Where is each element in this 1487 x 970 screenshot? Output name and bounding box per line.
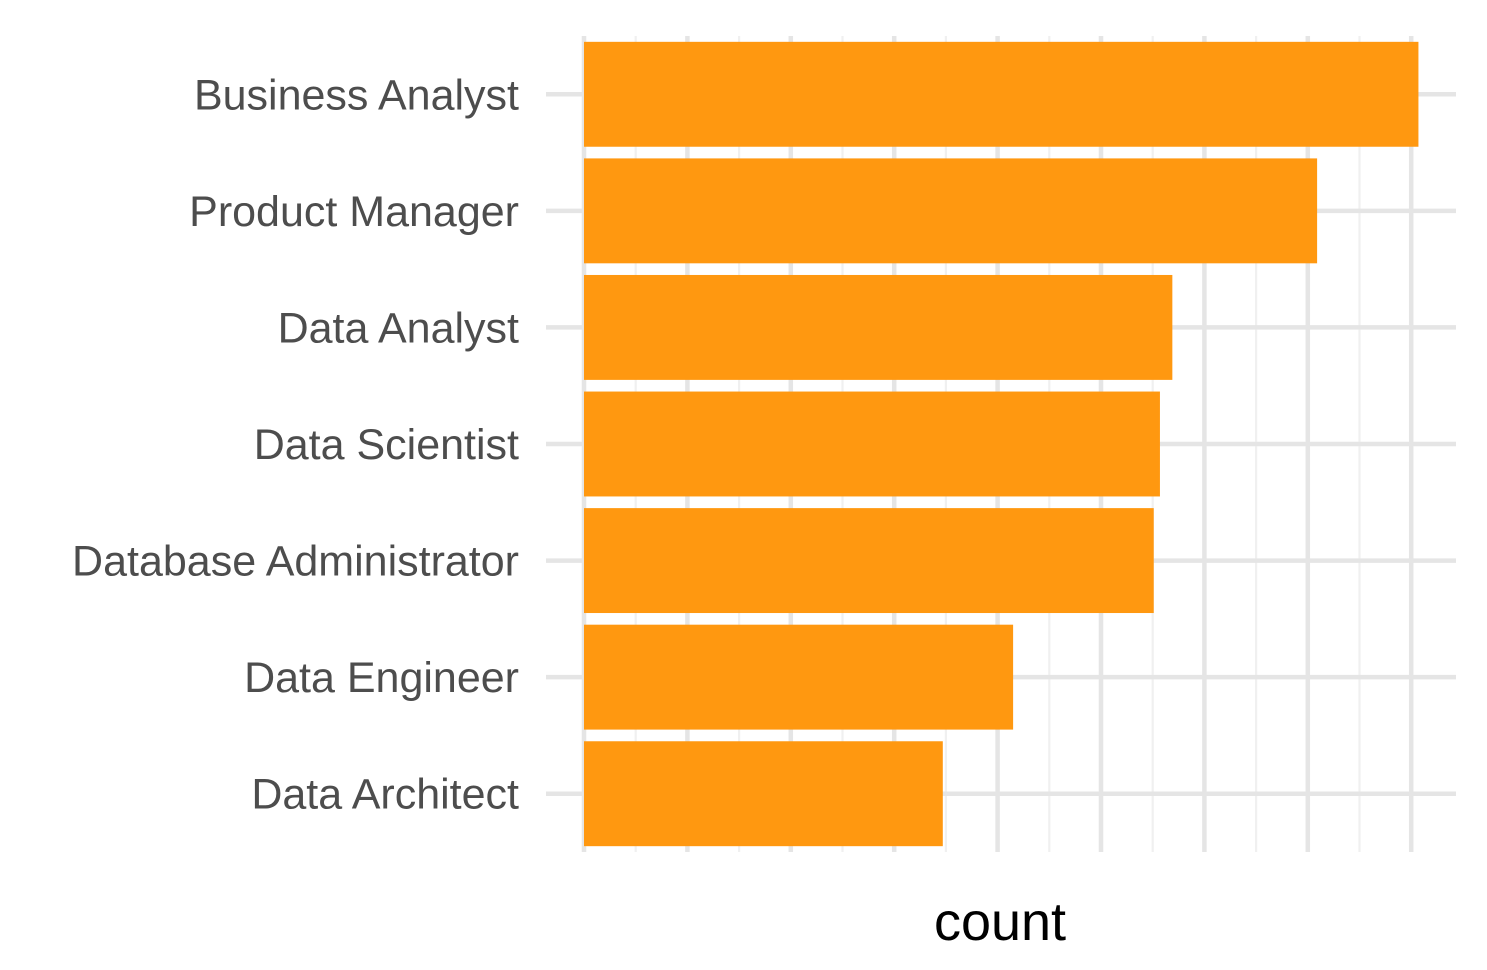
bar-database-administrator [584, 508, 1154, 614]
bar-data-engineer [584, 624, 1014, 730]
bar-data-analyst [584, 274, 1173, 380]
bar-data-architect [584, 741, 943, 847]
bars [584, 41, 1419, 847]
category-label: Data Architect [251, 771, 519, 819]
category-label: Data Analyst [278, 304, 519, 352]
bar-product-manager [584, 158, 1318, 264]
category-labels: Business Analyst Product Manager Data Anal… [72, 71, 519, 818]
category-label: Database Administrator [72, 538, 519, 586]
x-axis-title: count [934, 892, 1066, 952]
bar-data-scientist [584, 391, 1160, 497]
category-label: Product Manager [189, 188, 519, 236]
category-label: Data Scientist [254, 421, 519, 469]
bar-business-analyst [584, 41, 1419, 147]
category-label: Business Analyst [194, 71, 519, 119]
category-label: Data Engineer [244, 654, 519, 702]
